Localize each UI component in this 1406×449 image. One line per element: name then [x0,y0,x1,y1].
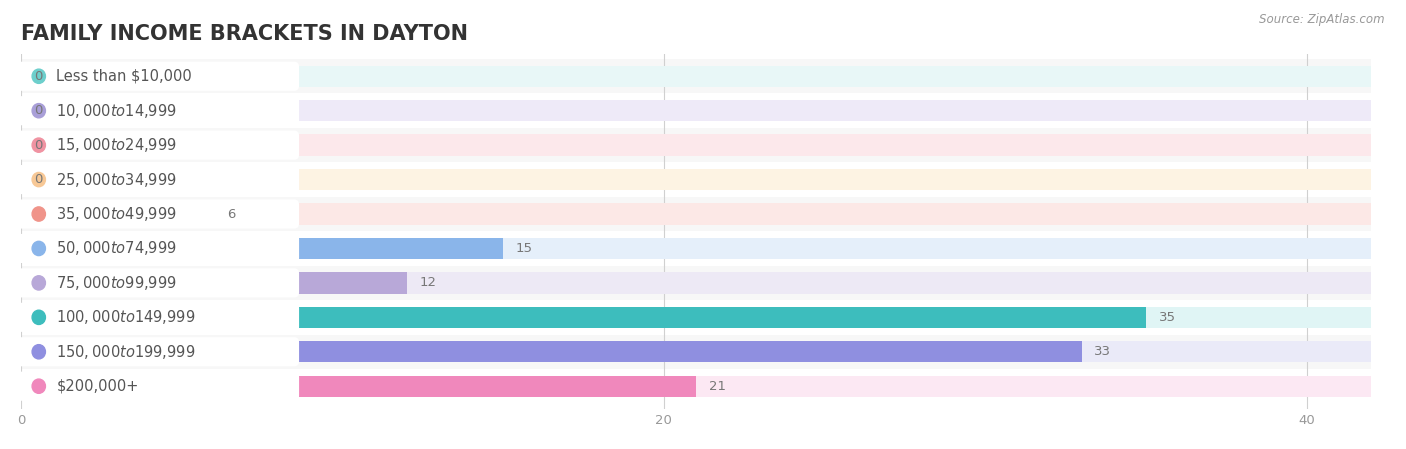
Circle shape [32,379,45,393]
Text: Less than $10,000: Less than $10,000 [56,69,193,84]
Text: $25,000 to $34,999: $25,000 to $34,999 [56,171,177,189]
Bar [21,375,1371,397]
Bar [21,197,1371,231]
Circle shape [32,138,45,152]
Bar [21,203,214,224]
FancyBboxPatch shape [17,303,299,332]
Circle shape [32,104,45,118]
Bar [21,238,1371,259]
Bar [21,300,1371,335]
FancyBboxPatch shape [17,269,299,297]
Text: 21: 21 [709,380,725,393]
Text: Source: ZipAtlas.com: Source: ZipAtlas.com [1260,13,1385,26]
Text: $150,000 to $199,999: $150,000 to $199,999 [56,343,195,361]
Bar [21,307,1371,328]
Text: 33: 33 [1094,345,1112,358]
Bar [21,231,1371,266]
Bar [21,59,1371,93]
Bar [21,163,1371,197]
Bar [21,169,1371,190]
FancyBboxPatch shape [17,199,299,229]
Bar [21,341,1371,362]
Text: 0: 0 [34,70,42,83]
Text: $10,000 to $14,999: $10,000 to $14,999 [56,102,177,120]
Bar [21,369,1371,403]
Text: 15: 15 [516,242,533,255]
Text: 35: 35 [1159,311,1175,324]
Bar [21,100,1371,121]
Bar [21,134,1371,156]
FancyBboxPatch shape [17,96,299,125]
Bar [21,266,1371,300]
Circle shape [32,207,45,221]
Text: 6: 6 [226,207,235,220]
Bar [21,341,1081,362]
Text: $35,000 to $49,999: $35,000 to $49,999 [56,205,177,223]
FancyBboxPatch shape [17,131,299,160]
Text: 12: 12 [419,277,437,290]
Text: 0: 0 [34,173,42,186]
FancyBboxPatch shape [17,165,299,194]
Text: $75,000 to $99,999: $75,000 to $99,999 [56,274,177,292]
Circle shape [32,276,45,290]
Bar [21,272,406,294]
Bar [21,93,1371,128]
Bar [21,335,1371,369]
Circle shape [32,310,45,325]
Circle shape [32,69,45,84]
FancyBboxPatch shape [17,372,299,401]
Text: $15,000 to $24,999: $15,000 to $24,999 [56,136,177,154]
Bar [21,272,1371,294]
Bar [21,128,1371,163]
Circle shape [32,345,45,359]
FancyBboxPatch shape [17,234,299,263]
Text: $200,000+: $200,000+ [56,379,139,394]
Text: $100,000 to $149,999: $100,000 to $149,999 [56,308,195,326]
Bar [21,238,503,259]
Bar [21,307,1146,328]
Text: $50,000 to $74,999: $50,000 to $74,999 [56,239,177,257]
FancyBboxPatch shape [17,337,299,366]
Bar [21,203,1371,224]
Circle shape [32,172,45,187]
Bar [21,66,1371,87]
Bar [21,375,696,397]
Text: 0: 0 [34,139,42,152]
Text: 0: 0 [34,104,42,117]
FancyBboxPatch shape [17,62,299,91]
Text: FAMILY INCOME BRACKETS IN DAYTON: FAMILY INCOME BRACKETS IN DAYTON [21,24,468,44]
Circle shape [32,241,45,255]
